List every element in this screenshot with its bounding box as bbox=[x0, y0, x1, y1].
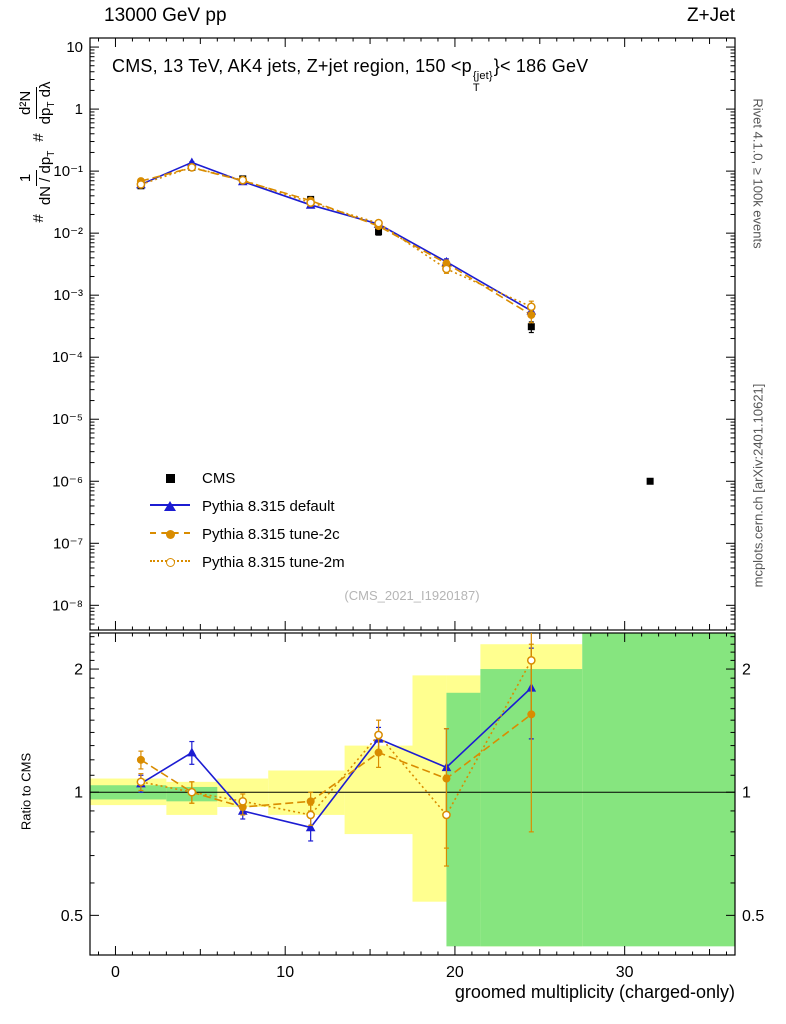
uncertainty-band-yellow bbox=[412, 675, 447, 902]
ratio-axis-label: Ratio to CMS bbox=[18, 752, 34, 831]
data-marker bbox=[136, 755, 145, 764]
uncertainty-band-green bbox=[446, 692, 481, 947]
y-tick-label: 10⁻⁴ bbox=[52, 349, 83, 366]
hash-symbol: # bbox=[29, 133, 47, 142]
y-tick-label: 1 bbox=[75, 101, 83, 118]
plot-title-text: CMS, 13 TeV, AK4 jets, Z+jet region, 150… bbox=[112, 56, 472, 76]
data-marker bbox=[374, 730, 383, 740]
y-tick-label: 10⁻⁷ bbox=[53, 535, 83, 552]
y-tick-label: 10⁻³ bbox=[53, 287, 83, 304]
differential-fraction: d²N dpT dλ bbox=[17, 81, 58, 125]
open-circle-marker-icon bbox=[150, 555, 190, 569]
x-tick-label: 30 bbox=[616, 964, 634, 981]
x-tick-label: 0 bbox=[111, 964, 120, 981]
y-tick-label: 10⁻¹ bbox=[53, 163, 83, 180]
data-marker bbox=[187, 747, 197, 757]
y-tick-label: 1 bbox=[74, 785, 83, 802]
data-marker bbox=[187, 163, 197, 172]
series-line bbox=[140, 166, 532, 316]
data-marker bbox=[375, 228, 383, 236]
legend-label: Pythia 8.315 tune-2m bbox=[202, 553, 345, 571]
pt-jet-notation: {jet} T bbox=[472, 70, 493, 94]
data-marker bbox=[306, 797, 315, 806]
process-label: Z+Jet bbox=[686, 5, 735, 26]
y-axis-label: # 1 dN / dpT # d²N dpT dλ bbox=[15, 11, 61, 291]
data-marker bbox=[442, 264, 451, 274]
data-marker bbox=[238, 175, 248, 185]
y-tick-label: 10⁻⁵ bbox=[52, 411, 83, 428]
mcplots-caption: mcplots.cern.ch [arXiv:2401.10621] bbox=[750, 383, 766, 588]
plot-title-tail: }< 186 GeV bbox=[493, 56, 589, 76]
hash-symbol: # bbox=[29, 214, 47, 223]
x-tick-label: 10 bbox=[276, 964, 294, 981]
data-marker bbox=[306, 810, 316, 820]
data-marker bbox=[527, 323, 535, 331]
data-marker bbox=[374, 218, 383, 228]
pt-subscript: T bbox=[472, 81, 480, 94]
filled-circle-marker-icon bbox=[150, 527, 190, 541]
legend-item-cms: CMS bbox=[150, 464, 345, 492]
ratio-plot-frame bbox=[89, 632, 736, 956]
x-tick-label: 20 bbox=[446, 964, 464, 981]
plot-title: CMS, 13 TeV, AK4 jets, Z+jet region, 150… bbox=[112, 56, 588, 94]
data-marker bbox=[305, 822, 316, 832]
triangle-marker-icon bbox=[150, 499, 190, 513]
legend-item-pythia-tune-2m: Pythia 8.315 tune-2m bbox=[150, 548, 345, 576]
beam-energy-label: 13000 GeV pp bbox=[104, 5, 227, 26]
data-marker bbox=[238, 796, 248, 806]
jet-superscript: {jet} bbox=[472, 70, 493, 82]
y-tick-label: 10⁻² bbox=[53, 225, 83, 242]
y-tick-label: 0.5 bbox=[742, 908, 764, 925]
data-marker bbox=[526, 656, 536, 665]
data-marker bbox=[136, 180, 146, 189]
legend-item-pythia-tune-2c: Pythia 8.315 tune-2c bbox=[150, 520, 345, 548]
y-tick-label: 2 bbox=[74, 662, 83, 679]
rivet-version-caption: Rivet 4.1.0, ≥ 100k events bbox=[750, 98, 766, 249]
data-marker bbox=[646, 477, 654, 485]
y-tick-label: 1 bbox=[742, 785, 751, 802]
cms-square-marker-icon bbox=[150, 471, 190, 485]
data-marker bbox=[442, 810, 451, 820]
data-marker bbox=[187, 787, 197, 797]
y-tick-label: 10 bbox=[66, 39, 83, 56]
data-marker bbox=[306, 198, 316, 208]
data-marker bbox=[526, 302, 536, 312]
series-line bbox=[140, 166, 532, 308]
x-axis-label: groomed multiplicity (charged-only) bbox=[454, 982, 735, 1002]
y-tick-label: 10⁻⁶ bbox=[52, 473, 83, 490]
data-marker bbox=[136, 777, 146, 787]
data-marker bbox=[527, 310, 536, 319]
y-tick-label: 10⁻⁸ bbox=[52, 597, 83, 614]
legend-label: Pythia 8.315 default bbox=[202, 497, 335, 515]
uncertainty-band-green bbox=[582, 633, 735, 947]
inverse-norm-fraction: 1 dN / dpT bbox=[17, 150, 58, 206]
legend-label: Pythia 8.315 tune-2c bbox=[202, 525, 340, 543]
y-tick-label: 0.5 bbox=[61, 908, 83, 925]
y-tick-label: 2 bbox=[742, 662, 751, 679]
analysis-id-watermark: (CMS_2021_I1920187) bbox=[344, 588, 480, 603]
series-line bbox=[140, 161, 532, 312]
main-plot-frame bbox=[89, 37, 736, 631]
legend-item-pythia-default: Pythia 8.315 default bbox=[150, 492, 345, 520]
legend-label: CMS bbox=[202, 469, 236, 487]
legend: CMS Pythia 8.315 default Pythia 8.315 tu… bbox=[150, 464, 345, 576]
